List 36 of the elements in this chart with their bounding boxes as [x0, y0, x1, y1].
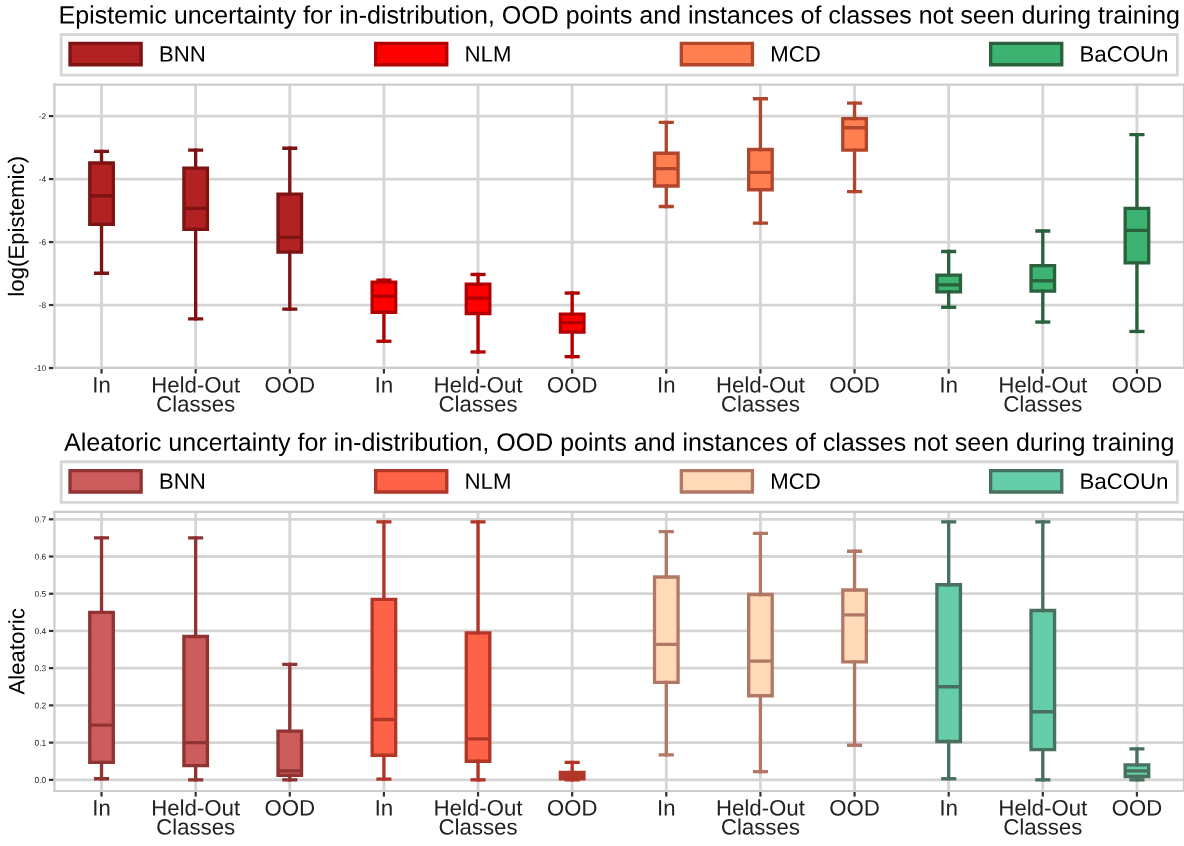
x-tick-label: In	[659, 800, 675, 816]
legend-label: MCD	[772, 46, 820, 62]
x-tick-label: In	[94, 800, 110, 816]
x-tick-label: OOD	[265, 799, 315, 816]
x-tick-label: OOD	[265, 376, 315, 393]
x-tick-label: Held-Out Classes	[435, 376, 523, 412]
x-tick-label: Held-Out Classes	[717, 799, 805, 835]
x-tick-label: In	[376, 377, 392, 393]
x-tick-label: OOD	[547, 799, 597, 816]
y-axis-title: log(Epistemic)	[7, 157, 29, 296]
x-tick-label: OOD	[830, 799, 879, 816]
x-tick-label: Held-Out Classes	[153, 376, 240, 412]
x-tick-label: Held-Out Classes	[1000, 376, 1088, 412]
x-tick-label: In	[659, 377, 675, 393]
x-tick-label: Held-Out Classes	[1000, 799, 1088, 835]
x-tick-label: In	[941, 377, 957, 393]
x-tick-label: In	[376, 800, 392, 816]
legend-label: NLM	[466, 46, 510, 62]
legend-label: BaCOUn	[1081, 473, 1167, 490]
legend-label: BNN	[160, 473, 205, 489]
x-tick-label: In	[94, 377, 110, 393]
x-tick-label: OOD	[547, 376, 597, 393]
chart-title: Epistemic uncertainty for in-distribution, OOD points and instances of classes not seen during training	[60, 5, 1179, 29]
x-tick-label: Held-Out Classes	[153, 799, 240, 835]
legend-label: NLM	[466, 473, 510, 489]
y-axis-title: Aleatoric	[8, 608, 25, 695]
x-tick-label: Held-Out Classes	[717, 376, 805, 412]
chart-title: Aleatoric uncertainty for in-distribution, OOD points and instances of classes not seen during training	[64, 432, 1173, 456]
x-tick-label: Held-Out Classes	[435, 799, 523, 835]
x-tick-label: In	[941, 800, 957, 816]
legend-label: BaCOUn	[1081, 46, 1167, 62]
legend-label: MCD	[772, 473, 820, 490]
legend-label: BNN	[160, 46, 205, 62]
x-tick-label: OOD	[830, 376, 879, 393]
x-tick-label: OOD	[1112, 376, 1162, 393]
x-tick-label: OOD	[1112, 799, 1162, 816]
